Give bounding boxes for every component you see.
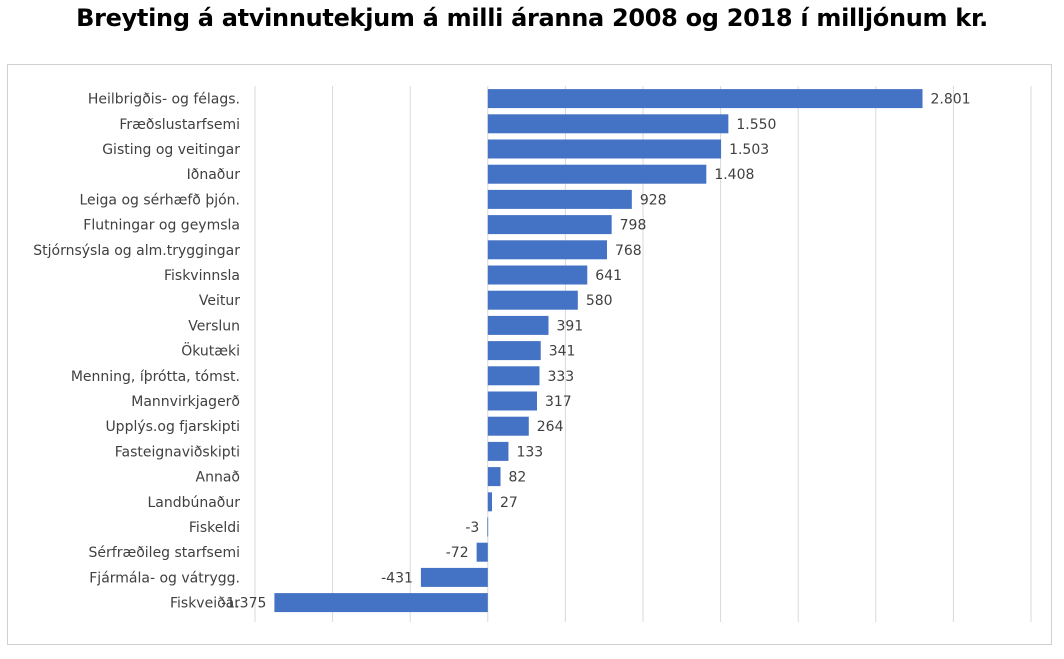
data-label-1: 1.550 — [736, 117, 776, 133]
data-label-11: 333 — [547, 369, 574, 385]
category-label-3: Iðnaður — [187, 167, 241, 183]
data-label-17: -3 — [465, 520, 479, 536]
data-label-5: 798 — [620, 218, 647, 234]
bar-1 — [487, 114, 729, 134]
category-label-17: Fiskeldi — [189, 520, 240, 536]
bar-2 — [487, 139, 722, 159]
bar-9 — [487, 315, 549, 335]
category-label-11: Menning, íþrótta, tómst. — [71, 369, 240, 385]
category-labels: Heilbrigðis- og félags. Fræðslustarfsemi G… — [33, 92, 240, 612]
data-label-15: 82 — [509, 470, 527, 486]
data-label-6: 768 — [615, 243, 642, 259]
bar-3 — [487, 164, 707, 184]
data-label-20: -1.375 — [221, 596, 266, 612]
bar-14 — [487, 441, 509, 461]
data-label-0: 2.801 — [931, 92, 971, 108]
data-label-12: 317 — [545, 394, 572, 410]
category-label-1: Fræðslustarfsemi — [119, 117, 240, 133]
category-label-0: Heilbrigðis- og félags. — [88, 92, 240, 108]
category-label-13: Upplýs.og fjarskipti — [105, 419, 240, 435]
data-label-4: 928 — [640, 192, 667, 208]
category-label-15: Annað — [196, 470, 240, 486]
bar-12 — [487, 391, 537, 411]
category-label-10: Ökutæki — [181, 342, 240, 360]
category-label-14: Fasteignaviðskipti — [115, 444, 240, 460]
category-label-16: Landbúnaður — [147, 495, 240, 511]
bar-10 — [487, 341, 541, 361]
bar-8 — [487, 290, 578, 310]
data-label-2: 1.503 — [729, 142, 769, 158]
category-label-12: Mannvirkjagerð — [131, 394, 240, 410]
chart-frame — [7, 64, 1052, 645]
data-label-19: -431 — [381, 570, 413, 586]
bar-5 — [487, 215, 612, 235]
category-label-8: Veitur — [199, 293, 240, 309]
category-label-2: Gisting og veitingar — [102, 142, 240, 158]
bars — [274, 89, 923, 613]
gridlines — [254, 86, 1032, 622]
data-label-14: 133 — [516, 444, 543, 460]
chart-title: Breyting á atvinnutekjum á milli áranna … — [76, 4, 988, 32]
bar-7 — [487, 265, 588, 285]
bar-11 — [487, 366, 540, 386]
category-label-20: Fiskveiðar — [170, 596, 240, 612]
data-label-3: 1.408 — [714, 167, 754, 183]
data-label-8: 580 — [586, 293, 613, 309]
data-label-9: 391 — [556, 318, 583, 334]
bar-20 — [274, 593, 488, 613]
bar-13 — [487, 416, 529, 436]
data-label-10: 341 — [549, 344, 576, 360]
bar-15 — [487, 467, 501, 487]
category-label-6: Stjórnsýsla og alm.tryggingar — [33, 243, 240, 259]
bar-4 — [487, 189, 632, 209]
bar-6 — [487, 240, 607, 260]
category-label-19: Fjármála- og vátrygg. — [89, 570, 240, 586]
category-label-18: Sérfræðileg starfsemi — [89, 545, 240, 561]
data-label-18: -72 — [446, 545, 469, 561]
bar-19 — [420, 567, 488, 587]
bar-17 — [487, 517, 489, 537]
category-label-4: Leiga og sérhæfð þjón. — [79, 192, 240, 208]
data-label-16: 27 — [500, 495, 518, 511]
category-label-9: Verslun — [188, 318, 240, 334]
bar-16 — [487, 492, 492, 512]
bar-18 — [476, 542, 488, 562]
category-label-5: Flutningar og geymsla — [83, 218, 240, 234]
category-label-7: Fiskvinnsla — [164, 268, 240, 284]
data-label-7: 641 — [595, 268, 622, 284]
data-label-13: 264 — [537, 419, 564, 435]
bar-0 — [487, 89, 923, 109]
